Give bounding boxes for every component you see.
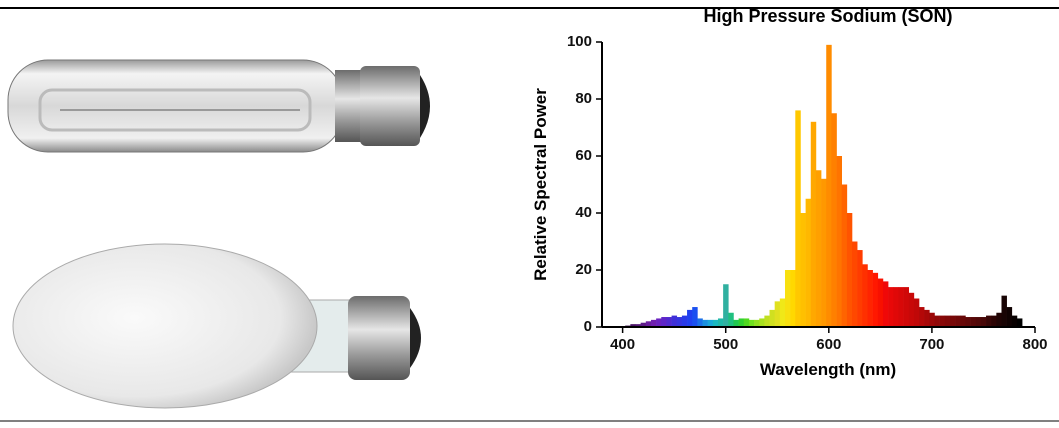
y-axis-label: Relative Spectral Power [531,88,550,281]
y-tick-label: 40 [575,204,592,221]
spectrum-bar [707,319,714,327]
y-tick-label: 60 [575,147,592,164]
spectrum-bar [944,315,951,327]
spectrum-bar [784,270,791,327]
spectrum-bar [996,312,1002,327]
spectrum-bar [857,250,863,327]
spectrum-bar [831,113,837,327]
spectrum-bar [929,312,935,327]
spectrum-bar [661,317,667,327]
spectrum-bar [1016,318,1023,327]
y-tick-label: 80 [575,90,592,107]
spectrum-bar [681,315,688,327]
spectrum-bar [764,315,770,327]
spectrum-bar [723,284,729,327]
x-tick-label: 400 [610,336,635,353]
spectrum-bar [852,241,858,327]
spectrum-bar [903,287,910,327]
spectrum-bar [779,298,786,327]
spectrum-bar [769,309,775,327]
spectrum-bar [635,324,641,327]
spectrum-bar [815,170,822,327]
spectrum-bar [650,319,657,327]
spectrum-bar [795,110,801,328]
spectrum-bar [913,298,920,327]
spectrum-bar [728,312,734,327]
spectrum-bar [640,322,647,327]
spectrum-bar [980,317,987,327]
spectrum-bar [960,315,966,327]
spectrum-bar [738,318,745,327]
spectrum-bar [862,264,868,327]
spectrum-bar [1011,315,1018,327]
spectrum-bar [656,318,662,327]
spectrum-bar [934,315,940,327]
spectrum-bar [846,213,853,327]
spectrum-bar [743,318,750,327]
spectrum-bar [898,287,904,327]
x-tick-label: 600 [816,336,841,353]
x-tick-label: 800 [1022,336,1047,353]
spectrum-bar [800,213,806,327]
spectrum-bar [821,178,827,327]
spectrum-bar [970,317,977,327]
spectrum-bar [975,317,982,327]
y-tick-label: 20 [575,261,592,278]
spectrum-bar [774,301,781,327]
spectrum-bar [702,319,708,327]
spectrum-bar [790,270,796,327]
spectrum-bar [748,319,755,327]
spectrum-bar [692,307,698,327]
x-tick-label: 500 [713,336,738,353]
spectrum-bar [882,281,889,327]
tubular-lamp-photo [7,59,430,153]
spectrum-bar [949,315,956,327]
y-tick-label: 100 [567,33,592,50]
spectrum-bar [754,319,760,327]
spectrum-bar [872,272,879,327]
spectrum-bar [955,315,961,327]
x-axis-label: Wavelength (nm) [760,360,896,379]
spectrum-bar [908,292,915,327]
spectrum-bar [645,321,652,327]
spectrum-bar [893,287,899,327]
spectrum-bar [867,270,873,327]
spectrum-bar [733,319,739,327]
spectrum-bar [826,44,832,327]
spectrum-bar [687,309,693,327]
spectrum-bar [924,309,930,327]
x-tick-label: 700 [919,336,944,353]
spectrum-bar [939,315,946,327]
spectrum-bar [836,156,842,327]
spectrum-bar [676,317,683,327]
spectrum-bar [697,318,703,327]
spectrum-bar [965,317,971,327]
spectrum-bar [991,315,997,327]
spectrum-bar [717,318,724,327]
spectrum-bar [877,278,884,327]
spectrum-bar [805,198,812,327]
chart-title: High Pressure Sodium (SON) [703,6,952,26]
spectrum-bar [986,315,992,327]
spectrum-bar [888,287,894,327]
ellipsoid-lamp-photo [12,243,421,409]
y-tick-label: 0 [584,318,592,335]
spectrum-bar [759,318,765,327]
spectrum-bar [841,184,848,327]
spectrum-bar [630,324,636,327]
spectrum-bar [712,319,719,327]
spectrum-bar [666,317,672,327]
spectrum-bar [919,307,925,327]
spectrum-bar [1006,307,1013,327]
spectrum-bar [810,121,817,327]
spectrum-bar [671,315,678,327]
spectrum-bar [1001,295,1007,327]
